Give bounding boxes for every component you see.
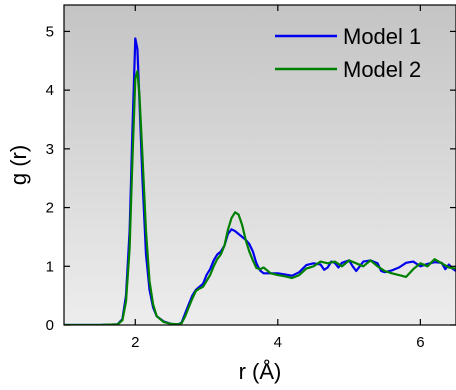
y-tick-label: 5 bbox=[46, 23, 54, 40]
x-tick-label: 6 bbox=[416, 334, 424, 351]
y-tick-label: 1 bbox=[46, 258, 54, 275]
plot-background bbox=[64, 5, 456, 325]
x-tick-label: 4 bbox=[274, 334, 282, 351]
series-layer bbox=[64, 37, 456, 325]
x-axis-title: r (Å) bbox=[239, 359, 282, 384]
y-tick-label: 0 bbox=[46, 317, 54, 334]
y-tick-label: 3 bbox=[46, 141, 54, 158]
y-tick-label: 2 bbox=[46, 200, 54, 217]
legend-label-1: Model 1 bbox=[343, 24, 421, 49]
y-axis-title: g (r) bbox=[6, 145, 31, 185]
series-line-2 bbox=[64, 70, 456, 325]
x-tick-label: 2 bbox=[131, 334, 139, 351]
plot-frame bbox=[63, 4, 456, 326]
legend-label-2: Model 2 bbox=[343, 57, 421, 82]
y-tick-label: 4 bbox=[46, 82, 54, 99]
x-axis: 2 4 6 bbox=[131, 5, 425, 351]
y-axis: 0 1 2 3 4 5 bbox=[46, 23, 456, 334]
legend: Model 1 Model 2 bbox=[275, 24, 421, 82]
